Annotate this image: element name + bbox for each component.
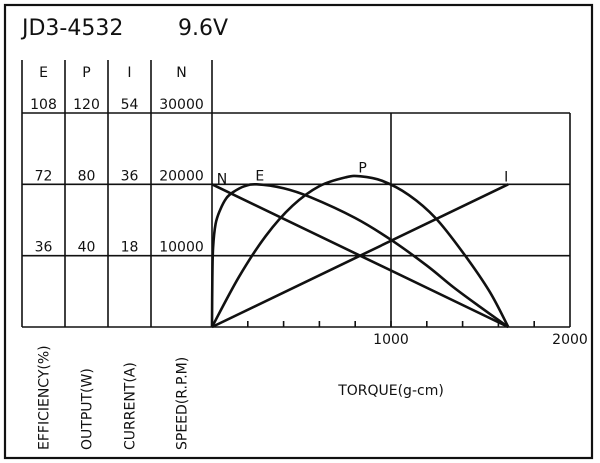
y-tick-label: 10000 <box>159 240 204 256</box>
axis-header-n: N <box>176 65 186 81</box>
y-tick-label: 30000 <box>159 97 204 113</box>
series-label-e: E <box>255 168 264 184</box>
axis-label-i: CURRENT(A) <box>123 362 139 450</box>
outer-border <box>3 3 594 460</box>
y-tick-label: 36 <box>121 168 139 184</box>
y-tick-label: 108 <box>30 97 57 113</box>
axis-header-i: I <box>127 65 131 81</box>
x-tick-label: 2000 <box>552 332 588 348</box>
series-label-p: P <box>358 160 366 176</box>
series-p-line <box>210 174 510 328</box>
series-e-line <box>210 182 510 329</box>
axis-header-e: E <box>39 65 48 81</box>
axis-label-e: EFFICIENCY(%) <box>37 345 53 450</box>
y-tick-label: 18 <box>121 240 139 256</box>
y-tick-label: 20000 <box>159 168 204 184</box>
voltage-label: 9.6V <box>178 16 228 41</box>
axis-header-p: P <box>82 65 90 81</box>
axis-label-n: SPEED(R.P.M) <box>175 357 191 450</box>
y-tick-label: 54 <box>121 97 139 113</box>
series-label-n: N <box>217 171 227 187</box>
x-tick-label: 1000 <box>373 332 409 348</box>
y-tick-label: 36 <box>35 240 53 256</box>
x-axis-label: TORQUE(g-cm) <box>337 383 444 399</box>
axis-label-p: OUTPUT(W) <box>80 368 96 450</box>
y-tick-label: 72 <box>35 168 53 184</box>
y-tick-label: 80 <box>78 168 96 184</box>
series-label-i: I <box>504 169 508 185</box>
y-tick-label: 120 <box>73 97 100 113</box>
series-i-line <box>211 183 509 329</box>
chart-title: JD3-4532 <box>20 16 123 41</box>
y-tick-label: 40 <box>78 240 96 256</box>
